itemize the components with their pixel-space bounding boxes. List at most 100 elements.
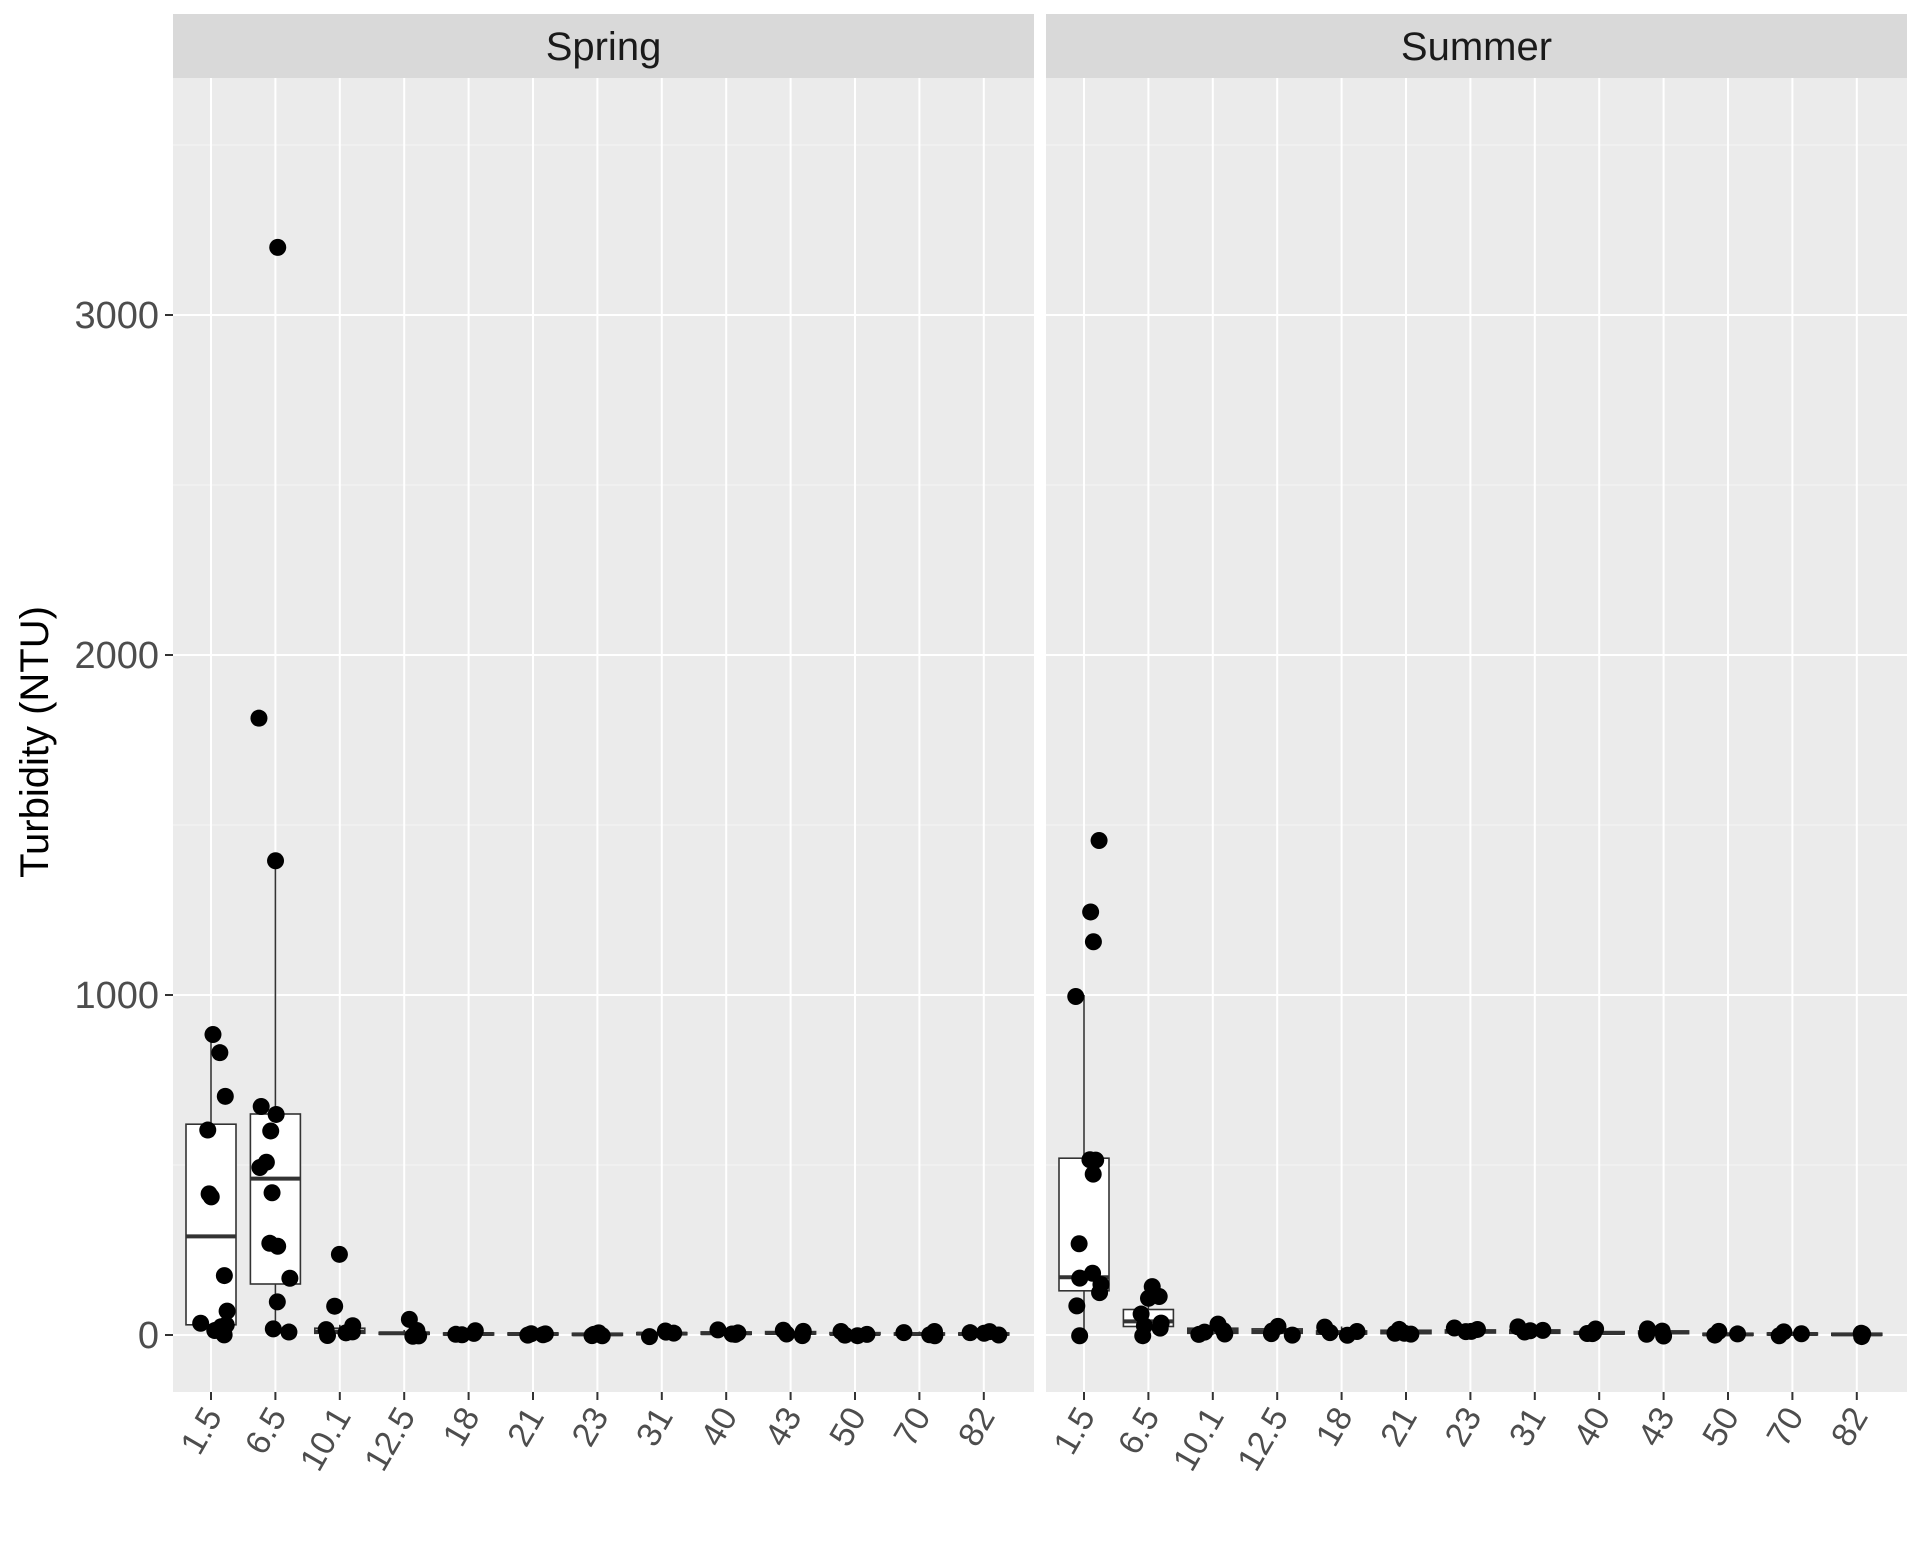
data-point xyxy=(961,1324,979,1342)
x-tick-label: 31 xyxy=(1502,1401,1554,1453)
data-point xyxy=(657,1323,675,1341)
data-point xyxy=(1386,1324,1404,1342)
facet-strip-label: Spring xyxy=(546,25,662,69)
data-point xyxy=(1070,1235,1088,1253)
data-point xyxy=(1071,1269,1089,1287)
data-point xyxy=(593,1327,611,1345)
box-spring-1.5 xyxy=(185,1123,237,1326)
data-point xyxy=(281,1269,299,1287)
data-point xyxy=(726,1325,744,1343)
x-tick-label: 1.5 xyxy=(173,1401,230,1461)
data-point xyxy=(252,1098,270,1116)
data-point xyxy=(267,852,285,870)
data-point xyxy=(522,1325,540,1343)
data-point xyxy=(1534,1321,1552,1339)
data-point xyxy=(1655,1327,1673,1345)
x-tick-label: 23 xyxy=(1438,1401,1490,1453)
x-tick-label: 43 xyxy=(1631,1401,1683,1453)
data-point xyxy=(1067,987,1085,1005)
x-tick-label: 21 xyxy=(500,1401,552,1453)
data-point xyxy=(199,1121,217,1139)
y-axis-title: Turbidity (NTU) xyxy=(13,606,57,878)
data-point xyxy=(1262,1325,1280,1343)
data-point xyxy=(1087,1151,1105,1169)
x-tick-label: 18 xyxy=(1309,1401,1361,1453)
data-point xyxy=(192,1314,210,1332)
data-point xyxy=(447,1325,465,1343)
x-tick-label: 12.5 xyxy=(357,1401,423,1477)
x-tick-label: 50 xyxy=(822,1401,874,1453)
data-point xyxy=(215,1267,233,1285)
data-point xyxy=(1638,1325,1656,1343)
x-tick-label: 50 xyxy=(1695,1401,1747,1453)
data-point xyxy=(1792,1325,1810,1343)
data-point xyxy=(990,1326,1008,1344)
data-point xyxy=(318,1326,336,1344)
data-point xyxy=(326,1297,344,1315)
data-point xyxy=(836,1326,854,1344)
data-point xyxy=(1071,1327,1089,1345)
data-point xyxy=(330,1245,348,1263)
x-tick-label: 6.5 xyxy=(238,1401,295,1461)
x-tick-label: 21 xyxy=(1373,1401,1425,1453)
data-point xyxy=(1082,903,1100,921)
data-point xyxy=(1091,1284,1109,1302)
x-tick-label: 40 xyxy=(693,1401,745,1453)
data-point xyxy=(1151,1319,1169,1337)
data-point xyxy=(1516,1323,1534,1341)
data-point xyxy=(1706,1326,1724,1344)
x-tick-label: 18 xyxy=(436,1401,488,1453)
facet-panel-background xyxy=(173,78,1034,1392)
data-point xyxy=(709,1321,727,1339)
x-tick-label: 12.5 xyxy=(1230,1401,1296,1477)
x-tick-label: 10.1 xyxy=(1166,1401,1232,1477)
x-tick-label: 10.1 xyxy=(293,1401,359,1477)
chart-marks xyxy=(185,238,1883,1346)
data-point xyxy=(1139,1289,1157,1307)
x-tick-label: 82 xyxy=(1824,1401,1876,1453)
data-point xyxy=(895,1324,913,1342)
data-point xyxy=(1216,1325,1234,1343)
facet-strip-spring xyxy=(173,14,1034,78)
data-point xyxy=(1770,1327,1788,1345)
data-point xyxy=(1190,1325,1208,1343)
data-point xyxy=(337,1324,355,1342)
data-point xyxy=(251,1158,269,1176)
data-point xyxy=(1321,1324,1339,1342)
data-point xyxy=(793,1327,811,1345)
data-point xyxy=(1068,1297,1086,1315)
data-point xyxy=(1402,1325,1420,1343)
x-tick-label: 82 xyxy=(951,1401,1003,1453)
y-tick-label: 3000 xyxy=(74,295,159,337)
data-point xyxy=(269,238,287,256)
data-point xyxy=(1283,1326,1301,1344)
data-point xyxy=(218,1302,236,1320)
data-point xyxy=(1457,1323,1475,1341)
data-point xyxy=(849,1327,867,1345)
data-point xyxy=(280,1323,298,1341)
x-tick-label: 43 xyxy=(758,1401,810,1453)
facet-panel-background xyxy=(1046,78,1907,1392)
y-tick-label: 2000 xyxy=(74,635,159,677)
x-tick-label: 1.5 xyxy=(1046,1401,1103,1461)
data-point xyxy=(262,1122,280,1140)
data-point xyxy=(1729,1325,1747,1343)
facet-strip-label: Summer xyxy=(1401,25,1552,69)
data-point xyxy=(921,1326,939,1344)
data-point xyxy=(269,1237,287,1255)
y-tick-label: 1000 xyxy=(74,975,159,1017)
data-point xyxy=(263,1184,281,1202)
data-point xyxy=(268,1293,286,1311)
data-point xyxy=(200,1185,218,1203)
x-tick-label: 70 xyxy=(887,1401,939,1453)
data-point xyxy=(1338,1326,1356,1344)
data-point xyxy=(1084,1165,1102,1183)
x-tick-label: 23 xyxy=(565,1401,617,1453)
facet-strip-summer xyxy=(1046,14,1907,78)
data-point xyxy=(267,1105,285,1123)
data-point xyxy=(211,1044,229,1062)
data-point xyxy=(264,1320,282,1338)
x-tick-label: 70 xyxy=(1760,1401,1812,1453)
